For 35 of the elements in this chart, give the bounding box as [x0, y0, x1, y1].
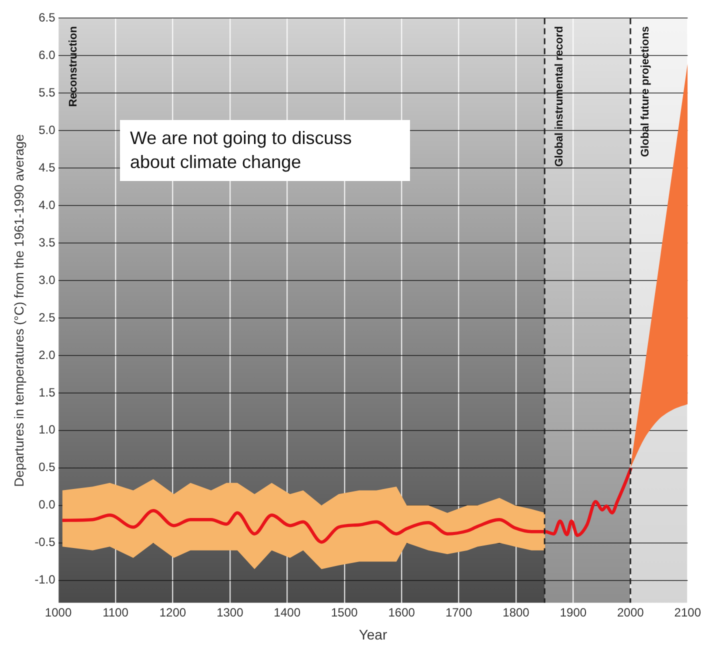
x-tick-label: 1100	[102, 605, 129, 620]
x-tick-label: 1800	[502, 605, 530, 620]
y-tick-label: 3.0	[38, 272, 56, 287]
x-tick-label: 1400	[274, 605, 301, 620]
y-tick-label: 2.0	[38, 348, 56, 362]
band-label: Global instrumental record	[554, 26, 566, 167]
y-tick-label: 2.5	[38, 310, 56, 324]
y-tick-label: 4.0	[38, 198, 56, 212]
y-tick-label: 0.5	[38, 460, 56, 474]
y-tick-label: 5.5	[38, 85, 56, 100]
band-label: Global future projections	[639, 26, 652, 157]
x-tick-label: 1000	[44, 605, 72, 620]
y-tick-label: 1.5	[38, 385, 56, 400]
y-tick-label: -1.0	[34, 572, 56, 587]
x-tick-label: 1600	[388, 605, 416, 620]
y-tick-label: 0.0	[38, 498, 56, 512]
y-tick-label: 6.0	[38, 48, 56, 62]
x-tick-label: 1700	[445, 605, 472, 620]
x-tick-label: 1200	[159, 605, 186, 620]
x-tick-label: 1500	[331, 605, 358, 620]
y-axis-title: Departures in temperatures (°C) from the 1961-1990 average	[11, 134, 26, 487]
x-tick-label: 2100	[674, 605, 702, 620]
x-axis-title: Year	[358, 626, 388, 642]
y-tick-label: 4.5	[38, 160, 56, 174]
x-tick-label: 2000	[617, 605, 644, 620]
y-tick-label: 5.0	[38, 122, 56, 137]
band-label: Reconstruction	[67, 26, 80, 107]
y-tick-label: 3.5	[38, 235, 56, 250]
y-tick-label: 6.5	[38, 10, 56, 25]
text-box: We are not going to discuss about climate change	[120, 120, 410, 181]
y-tick-label: -0.5	[34, 535, 56, 550]
x-tick-label: 1900	[560, 605, 587, 620]
x-tick-label: 1300	[216, 605, 244, 620]
line-series	[60, 466, 633, 544]
y-tick-label: 1.0	[38, 422, 56, 437]
